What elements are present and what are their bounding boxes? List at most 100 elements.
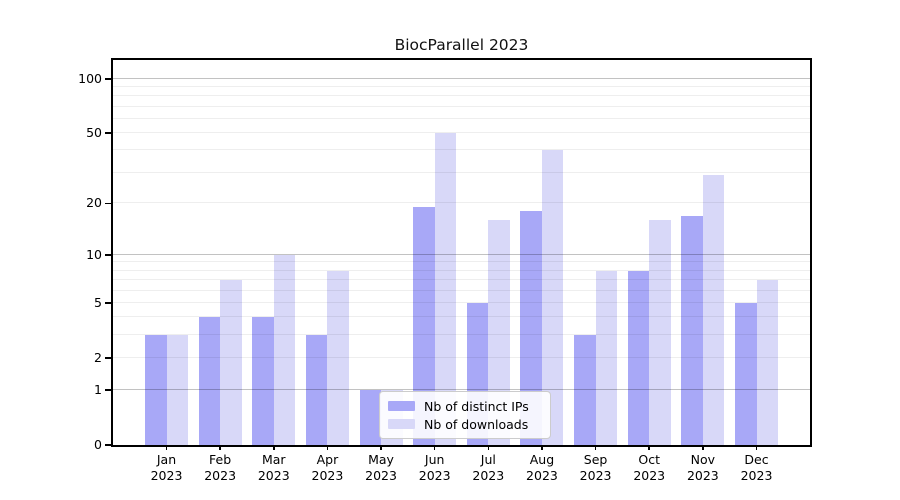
x-tick-mark: [541, 445, 543, 450]
legend-item-distinct-ips: Nb of distinct IPs: [388, 397, 542, 415]
bar-distinct-ips: [627, 270, 650, 445]
x-tick-mark: [702, 445, 704, 450]
gridline-minor: [113, 117, 810, 119]
chart-title: BiocParallel 2023: [394, 36, 529, 54]
x-tick-label: Oct 2023: [619, 452, 679, 483]
x-tick-mark: [648, 445, 651, 450]
x-tick-label: Jun 2023: [405, 452, 465, 483]
x-tick-mark: [433, 445, 436, 450]
bar-downloads: [649, 220, 671, 445]
y-axis-tick-label: 1: [94, 382, 102, 397]
gridline-major: [113, 77, 810, 79]
y-tick-mark: [105, 357, 111, 359]
x-tick-year: 2023: [311, 467, 344, 483]
x-tick-mark: [380, 445, 382, 450]
y-axis-tick-label: 2: [94, 349, 102, 365]
y-tick-mark: [105, 202, 111, 205]
x-tick-label: Aug 2023: [512, 452, 572, 483]
y-tick-mark: [105, 77, 111, 80]
legend-swatch-downloads: [388, 419, 415, 429]
x-tick-label: Mar 2023: [244, 452, 304, 483]
bar-distinct-ips: [735, 302, 757, 445]
x-tick-year: 2023: [150, 467, 183, 483]
gridline-minor: [113, 86, 810, 88]
x-tick-month: Mar: [261, 452, 286, 467]
x-tick-month: Jan: [156, 452, 177, 467]
x-tick-year: 2023: [579, 467, 612, 483]
y-axis-tick-label: 50: [86, 125, 102, 141]
bar-downloads: [702, 175, 725, 445]
x-tick-year: 2023: [418, 467, 451, 483]
y-tick-mark: [105, 444, 111, 446]
x-tick-month: Aug: [529, 452, 555, 467]
y-axis-tick-label: 100: [78, 70, 102, 86]
x-tick-label: May 2023: [351, 452, 411, 483]
bar-distinct-ips: [574, 335, 596, 445]
x-tick-mark: [272, 445, 275, 450]
x-tick-mark: [594, 445, 597, 450]
legend-label-downloads: Nb of downloads: [424, 416, 529, 432]
bar-distinct-ips: [359, 390, 382, 445]
y-tick-mark: [105, 302, 111, 304]
x-tick-mark: [487, 445, 490, 450]
x-tick-label: Dec 2023: [727, 452, 787, 483]
x-tick-label: Nov 2023: [673, 452, 733, 483]
x-tick-month: Jul: [480, 452, 496, 467]
x-tick-month: Nov: [690, 452, 716, 467]
x-tick-mark: [326, 445, 329, 450]
x-tick-month: Apr: [316, 452, 339, 467]
gridline-minor: [113, 149, 810, 151]
plot-area: Nb of distinct IPs Nb of downloads: [111, 58, 812, 447]
bar-downloads: [220, 280, 242, 445]
y-axis-tick-label: 0: [94, 437, 102, 452]
x-tick-year: 2023: [740, 467, 773, 483]
bar-downloads: [273, 254, 296, 445]
x-tick-month: Feb: [209, 452, 232, 467]
x-tick-month: Sep: [583, 452, 608, 467]
x-tick-label: Feb 2023: [190, 452, 250, 483]
bar-downloads: [541, 150, 564, 445]
bar-distinct-ips: [681, 215, 703, 445]
gridline-minor: [113, 105, 810, 107]
x-tick-label: Jul 2023: [458, 452, 518, 483]
bar-downloads: [756, 280, 778, 445]
y-tick-mark: [105, 253, 111, 256]
x-tick-month: Dec: [744, 452, 769, 467]
x-tick-year: 2023: [204, 467, 237, 483]
legend-label-distinct-ips: Nb of distinct IPs: [424, 398, 529, 414]
y-tick-mark: [105, 389, 111, 391]
bar-downloads: [595, 270, 618, 445]
legend: Nb of distinct IPs Nb of downloads: [379, 391, 551, 439]
bar-distinct-ips: [145, 335, 167, 445]
x-tick-mark: [219, 445, 221, 450]
gridline-minor: [113, 95, 810, 97]
bar-distinct-ips: [520, 211, 542, 445]
x-tick-label: Apr 2023: [297, 452, 357, 483]
x-tick-mark: [755, 445, 758, 450]
bar-distinct-ips: [198, 317, 221, 445]
x-tick-month: Oct: [638, 452, 661, 467]
y-axis-tick-label: 10: [86, 246, 102, 262]
x-tick-month: May: [368, 452, 394, 467]
x-tick-year: 2023: [472, 467, 505, 483]
y-axis-tick-label: 20: [86, 195, 102, 211]
y-axis-tick-label: 5: [94, 294, 102, 310]
bar-distinct-ips: [305, 335, 328, 445]
y-tick-mark: [105, 132, 111, 134]
bar-downloads: [166, 335, 188, 445]
gridline-minor: [113, 132, 810, 133]
bar-downloads: [488, 220, 510, 445]
x-tick-label: Sep 2023: [566, 452, 626, 483]
x-tick-year: 2023: [257, 467, 290, 483]
bar-downloads: [327, 270, 349, 445]
legend-swatch-distinct-ips: [388, 401, 415, 411]
legend-item-downloads: Nb of downloads: [388, 415, 542, 433]
bar-distinct-ips: [413, 207, 435, 445]
gridline-minor: [113, 171, 810, 173]
x-tick-year: 2023: [686, 467, 719, 483]
x-tick-month: Jun: [424, 452, 445, 467]
bar-downloads: [434, 133, 457, 445]
x-tick-year: 2023: [633, 467, 666, 483]
x-tick-label: Jan 2023: [137, 452, 197, 483]
